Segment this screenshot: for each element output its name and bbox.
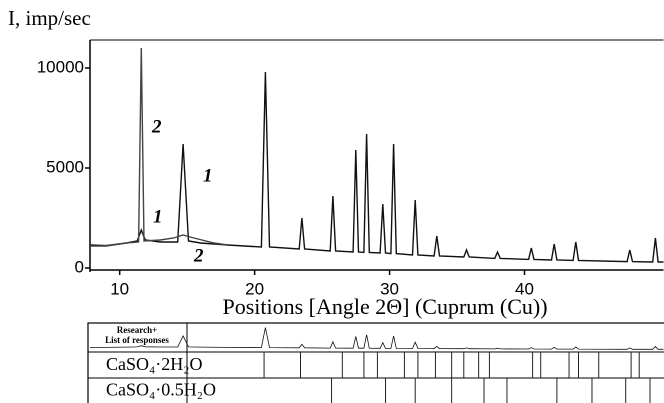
y-tick-label: 5000: [46, 157, 84, 176]
series-line: [90, 327, 664, 350]
annotation: 1: [203, 165, 213, 186]
series-line: [90, 47, 228, 247]
x-tick-label: 30: [380, 279, 399, 298]
series-line: [89, 71, 664, 263]
reference-name: CaSO₄·0.5H₂O: [106, 380, 216, 400]
panel-frame: [87, 322, 664, 403]
x-tick-label: 10: [110, 279, 129, 298]
reference-name: CaSO₄·2H₂O: [106, 354, 203, 374]
annotation: 2: [193, 245, 204, 266]
y-tick-label: 0: [75, 257, 84, 276]
y-tick-label: 10000: [37, 57, 84, 76]
panel-label: Research+: [117, 325, 157, 335]
annotation: 2: [151, 116, 162, 137]
x-axis-label: Positions [Angle 2Θ] (Cuprum (Cu)): [222, 294, 547, 319]
y-axis-label: I, imp/sec: [8, 6, 91, 30]
annotation: 1: [153, 206, 163, 227]
panel-label: List of responses: [105, 335, 169, 345]
x-tick-label: 20: [245, 279, 264, 298]
x-tick-label: 40: [515, 279, 534, 298]
